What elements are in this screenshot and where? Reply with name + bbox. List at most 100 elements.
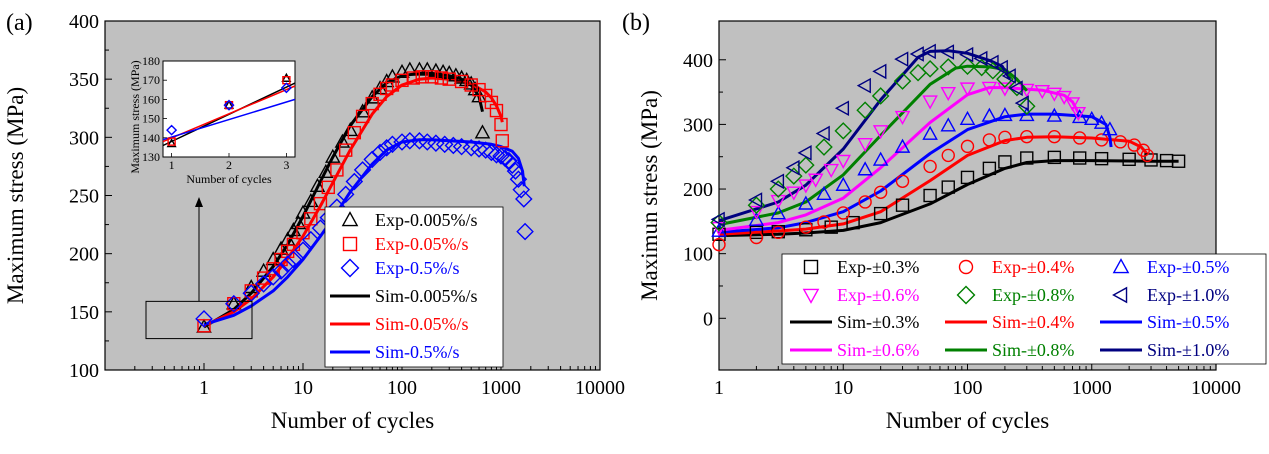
panel-b-legend: Exp-±0.3% Exp-±0.4% Exp-±0.5% Exp-±0.6% Exp-… (781, 253, 1267, 365)
data-point (873, 206, 888, 221)
data-point (873, 185, 888, 199)
data-point (302, 230, 320, 249)
data-point (415, 70, 429, 84)
data-point (371, 143, 389, 162)
data-point (871, 87, 890, 105)
legend-label: Exp-±0.4% (992, 257, 1074, 277)
data-point (516, 222, 534, 241)
legend-label: Sim-0.005%/s (375, 286, 478, 306)
inset-x-axis-label: Number of cycles (186, 172, 272, 186)
inset-y-tick-label: 150 (142, 112, 160, 126)
data-point (996, 70, 1014, 88)
data-point (823, 163, 839, 179)
legend-marker (958, 259, 974, 275)
y-tick-label: 350 (69, 69, 99, 91)
data-point (921, 43, 936, 60)
data-point (339, 143, 353, 157)
data-point (484, 95, 499, 110)
data-point (503, 156, 522, 175)
y-tick-label: 400 (683, 50, 713, 72)
data-point (393, 133, 411, 151)
data-point (923, 188, 937, 203)
data-point (939, 44, 955, 60)
legend-entry-exp-0-5-s: Exp-0.5%/s (340, 258, 460, 278)
data-point (512, 180, 530, 199)
data-point (509, 170, 528, 189)
data-point (786, 186, 802, 201)
legend-label: Sim-±0.3% (837, 312, 919, 332)
legend-marker (340, 258, 360, 278)
data-point (982, 133, 997, 147)
y-tick-label: 100 (683, 244, 713, 266)
legend-label: Exp-0.05%/s (375, 234, 469, 254)
data-point (798, 195, 814, 210)
data-point (365, 96, 379, 111)
legend-marker (342, 236, 358, 252)
legend-label: Sim-±0.5% (1147, 312, 1229, 332)
data-point (785, 159, 800, 176)
data-point (941, 180, 955, 194)
data-point (494, 117, 508, 132)
data-point (824, 220, 838, 234)
data-point (1018, 107, 1035, 122)
data-point (425, 70, 439, 84)
inset-data-point (280, 82, 292, 94)
inset-series-exp-0-5-s (166, 82, 292, 136)
legend-entry-sim-0-4: Sim-±0.4% (945, 312, 1074, 332)
data-point (434, 71, 449, 85)
inset-data-point (166, 138, 177, 148)
data-point (895, 174, 910, 188)
legend-label: Sim-0.5%/s (375, 342, 460, 362)
zoom-arrow-head (195, 197, 203, 207)
legend-entry-sim-0-5-s: Sim-0.5%/s (330, 342, 460, 362)
y-tick-label: 300 (683, 114, 713, 136)
data-point (364, 89, 380, 104)
y-tick-label: 400 (69, 11, 99, 33)
series-line-sim-0-5-s (203, 138, 526, 327)
x-tick-label: 10000 (1191, 377, 1241, 399)
data-point (1018, 83, 1035, 98)
data-point (355, 109, 370, 124)
inset-x-tick-label: 2 (226, 158, 232, 172)
x-tick-label: 1 (199, 377, 209, 399)
x-tick-label: 10000 (575, 377, 625, 399)
data-point (834, 122, 853, 140)
data-point (856, 101, 874, 119)
data-point (749, 225, 764, 240)
legend-label: Exp-±0.6% (837, 285, 919, 305)
data-point (997, 107, 1013, 122)
data-point (895, 198, 910, 212)
data-point (816, 185, 832, 201)
legend-marker (803, 259, 819, 275)
data-point (799, 220, 813, 234)
y-tick-label: 100 (69, 360, 99, 382)
legend-marker (1112, 258, 1130, 274)
legend-entry-exp-0-005-s: Exp-0.005%/s (341, 210, 478, 230)
legend-entry-sim-0-5: Sim-±0.5% (1100, 312, 1229, 332)
x-tick-label: 10 (833, 377, 853, 399)
data-point (476, 141, 495, 159)
data-point (464, 78, 478, 92)
panel-a-label: (a) (6, 10, 33, 36)
data-point (921, 60, 939, 78)
data-point (492, 147, 510, 165)
data-point (981, 81, 998, 96)
data-point (295, 204, 311, 219)
data-point (1083, 110, 1100, 126)
data-point (923, 159, 937, 174)
legend-label: Sim-0.05%/s (375, 314, 469, 334)
data-point (1001, 68, 1016, 84)
data-point (857, 137, 873, 153)
data-point (993, 59, 1008, 76)
data-point (835, 176, 852, 191)
series-exp-1-0 (710, 43, 1029, 228)
data-point (313, 196, 328, 211)
data-point (797, 145, 812, 161)
legend-label: Sim-±0.6% (837, 340, 919, 360)
inset-data-point (224, 100, 234, 110)
legend-label: Exp-±0.5% (1147, 257, 1229, 277)
x-tick-label: 100 (387, 377, 417, 399)
data-point (1047, 129, 1062, 144)
data-point (330, 163, 344, 177)
